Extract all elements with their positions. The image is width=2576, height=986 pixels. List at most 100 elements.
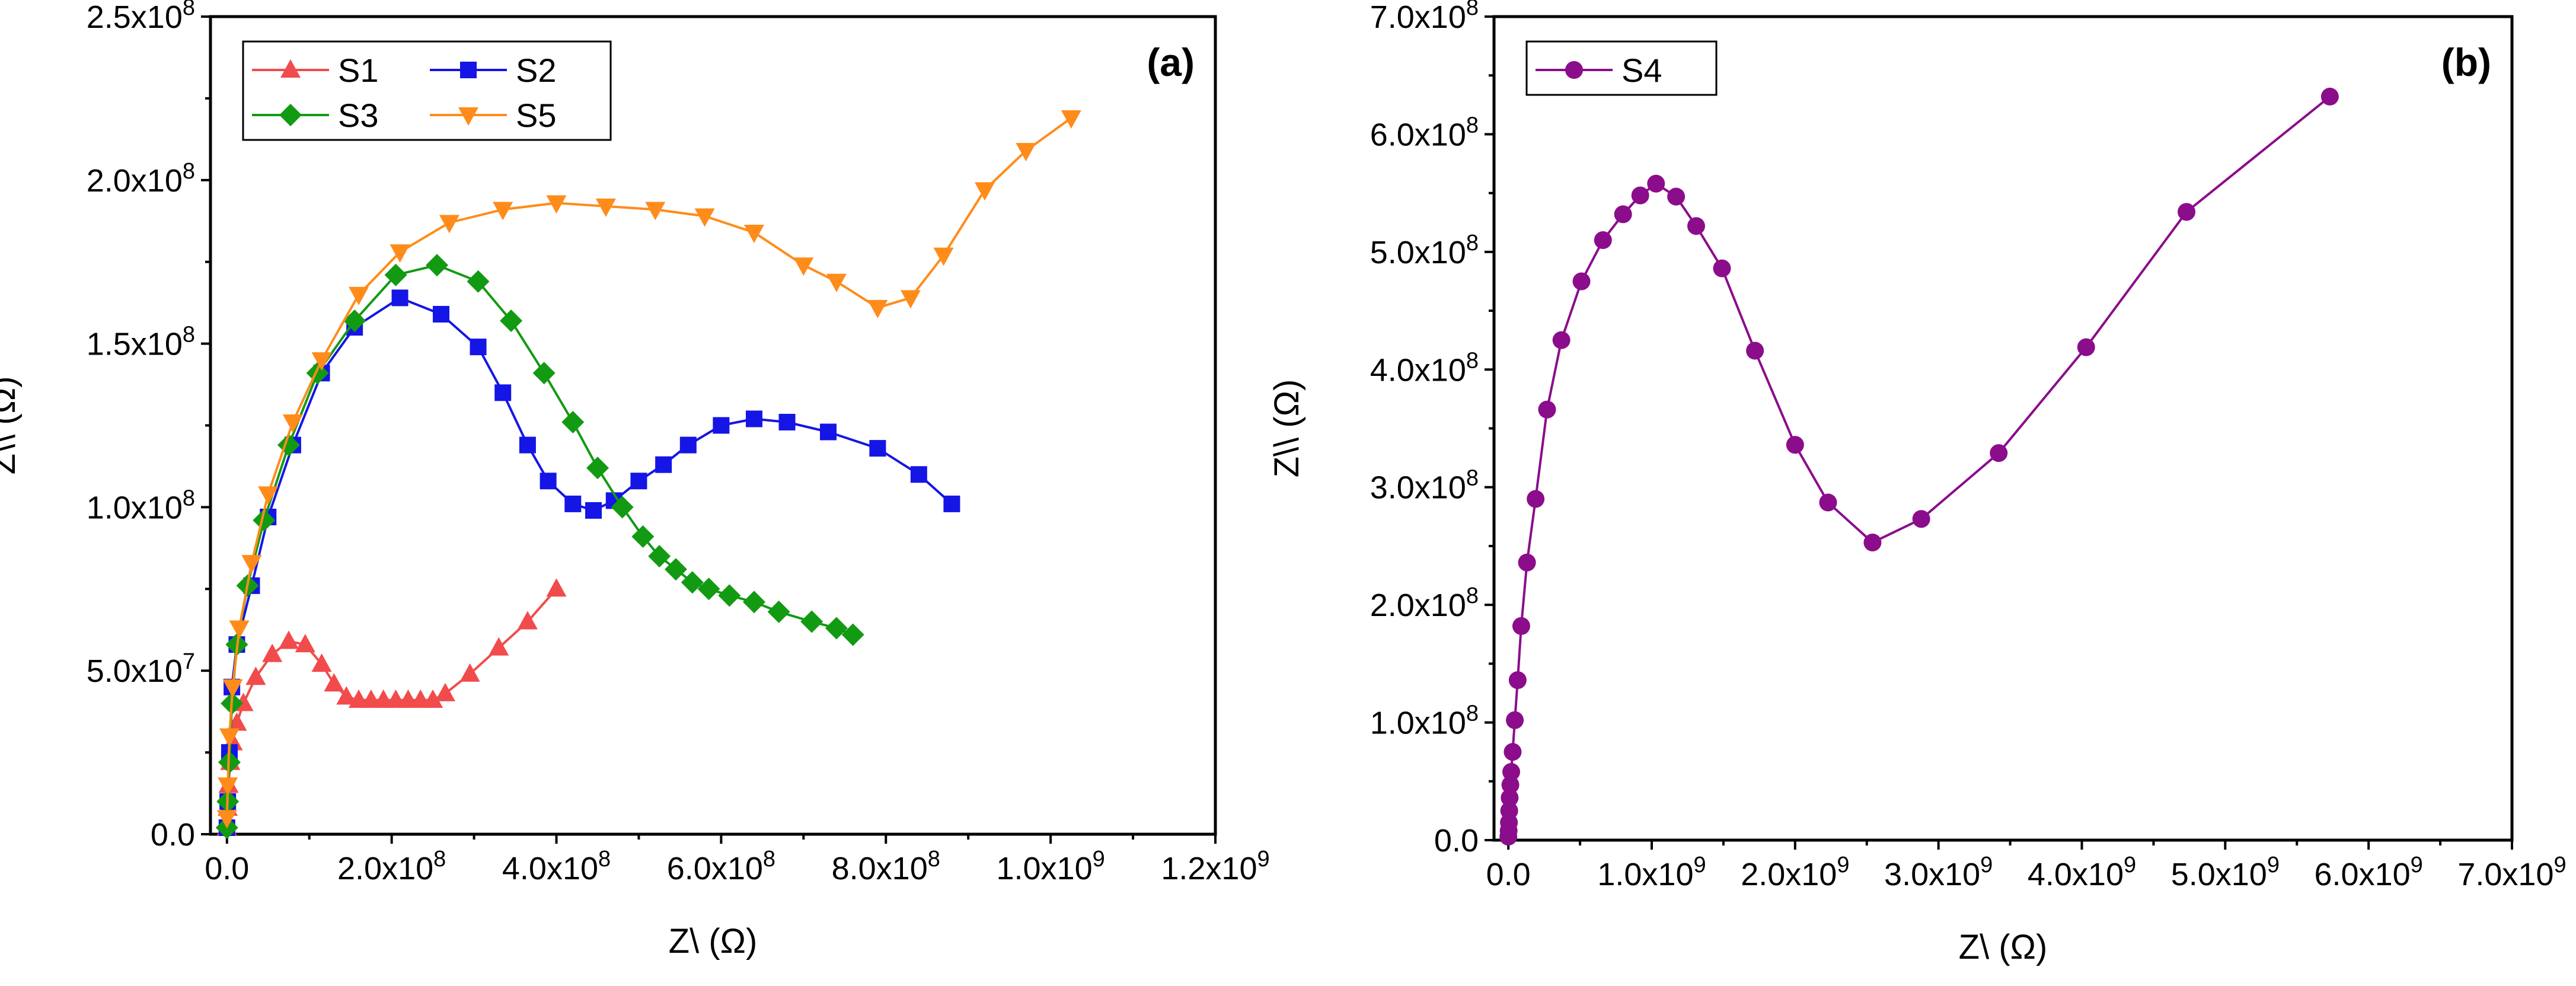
y-axis-title: Z\\ (Ω) <box>1268 379 1306 478</box>
data-point <box>1594 231 1612 250</box>
data-point <box>585 502 602 519</box>
legend-marker <box>279 104 302 126</box>
data-point <box>391 289 408 307</box>
data-point <box>435 682 455 701</box>
data-point <box>494 384 512 401</box>
x-tick-label: 1.2x109 <box>1161 847 1269 886</box>
data-point <box>933 247 954 266</box>
data-point <box>426 254 449 277</box>
panel-a: 0.0 2.0x108 4.0x108 6.0x108 8.0x108 1.0x109 1.… <box>0 0 1270 961</box>
data-point <box>778 413 796 430</box>
y-tick-label: 3.0x108 <box>1370 466 1479 506</box>
data-point <box>253 509 276 532</box>
x-tick-label: 4.0x109 <box>2028 853 2136 892</box>
data-point <box>262 643 283 662</box>
data-point <box>390 244 410 263</box>
data-point <box>433 305 450 323</box>
data-point <box>2178 203 2196 221</box>
legend: S1 S2 S3 S5 <box>242 40 612 141</box>
series-S5 <box>216 110 1081 829</box>
data-point <box>820 423 837 441</box>
legend-label: S2 <box>516 52 557 89</box>
data-point <box>222 679 243 698</box>
data-point <box>258 486 279 505</box>
data-point <box>343 309 366 332</box>
data-point <box>241 555 262 574</box>
x-tick-label: 6.0x108 <box>667 847 775 886</box>
y-tick-label: 2.0x108 <box>1370 583 1479 623</box>
panel-label: (a) <box>1147 40 1195 84</box>
series-line <box>225 264 854 828</box>
data-point <box>1501 789 1519 807</box>
data-point <box>1508 671 1527 690</box>
data-point <box>694 208 715 227</box>
data-point <box>311 352 332 371</box>
legend-item: S1 <box>252 52 379 89</box>
data-point <box>489 637 509 656</box>
x-tick-label: 0.0 <box>205 851 249 886</box>
data-point <box>470 339 487 356</box>
x-tick-label: 7.0x109 <box>2457 853 2566 892</box>
series-S2 <box>218 289 960 836</box>
data-point <box>561 410 585 433</box>
y-tick-label: 6.0x108 <box>1370 113 1479 152</box>
series-S1 <box>216 578 567 835</box>
x-tick-label: 0.0 <box>1486 857 1531 892</box>
panel-label: (b) <box>2441 40 2491 84</box>
data-point <box>1647 174 1665 193</box>
plot-frame <box>1492 15 2514 842</box>
data-point <box>1527 490 1545 508</box>
data-point <box>611 496 634 519</box>
data-point <box>336 686 357 705</box>
data-point <box>546 578 567 597</box>
y-axis-title: Z\\ (Ω) <box>0 376 23 475</box>
data-point <box>349 286 369 305</box>
x-tick-label: 3.0x109 <box>1884 853 1993 892</box>
data-point <box>1687 217 1705 235</box>
x-tick-label: 6.0x109 <box>2315 853 2423 892</box>
data-point <box>793 257 814 276</box>
data-point <box>631 525 655 548</box>
data-point <box>1552 331 1571 349</box>
data-point <box>423 689 443 708</box>
data-point <box>742 591 765 614</box>
series-S4 <box>1499 87 2339 846</box>
data-point <box>517 611 538 630</box>
data-point <box>2320 87 2339 106</box>
data-point <box>800 610 823 633</box>
data-point <box>681 571 704 594</box>
y-tick-label: 5.0x108 <box>1370 231 1479 270</box>
x-tick-label: 2.0x109 <box>1741 853 1849 892</box>
data-point <box>826 273 847 292</box>
data-point <box>1786 436 1804 454</box>
y-tick-label: 4.0x108 <box>1370 348 1479 388</box>
legend-marker <box>1565 61 1583 79</box>
data-point <box>767 600 790 623</box>
x-tick-label: 1.0x109 <box>1597 853 1706 892</box>
panel-b: 0.0 1.0x109 2.0x109 3.0x109 4.0x109 5.0x109 6.… <box>1268 0 2567 966</box>
data-point <box>630 473 647 490</box>
data-point <box>1538 400 1556 419</box>
data-point <box>1614 205 1632 224</box>
legend-item: S2 <box>430 52 557 89</box>
data-point <box>564 495 582 512</box>
y-tick-label: 2.0x108 <box>87 159 195 199</box>
x-axis-title: Z\ (Ω) <box>669 922 758 961</box>
data-point <box>546 195 567 214</box>
data-point <box>2077 338 2095 356</box>
series-line <box>225 117 1072 818</box>
data-point <box>679 436 697 454</box>
data-point <box>655 456 672 473</box>
data-point <box>439 215 459 234</box>
data-point <box>595 198 616 217</box>
legend-item: S5 <box>430 97 557 134</box>
series-line <box>225 588 558 828</box>
series-S3 <box>215 254 864 839</box>
legend-marker <box>458 107 478 126</box>
x-tick-label: 5.0x109 <box>2171 853 2280 892</box>
x-tick-label: 8.0x108 <box>832 847 940 886</box>
y-tick-label: 7.0x108 <box>1370 0 1479 35</box>
x-tick-label: 4.0x108 <box>502 847 611 886</box>
data-point <box>282 414 303 433</box>
